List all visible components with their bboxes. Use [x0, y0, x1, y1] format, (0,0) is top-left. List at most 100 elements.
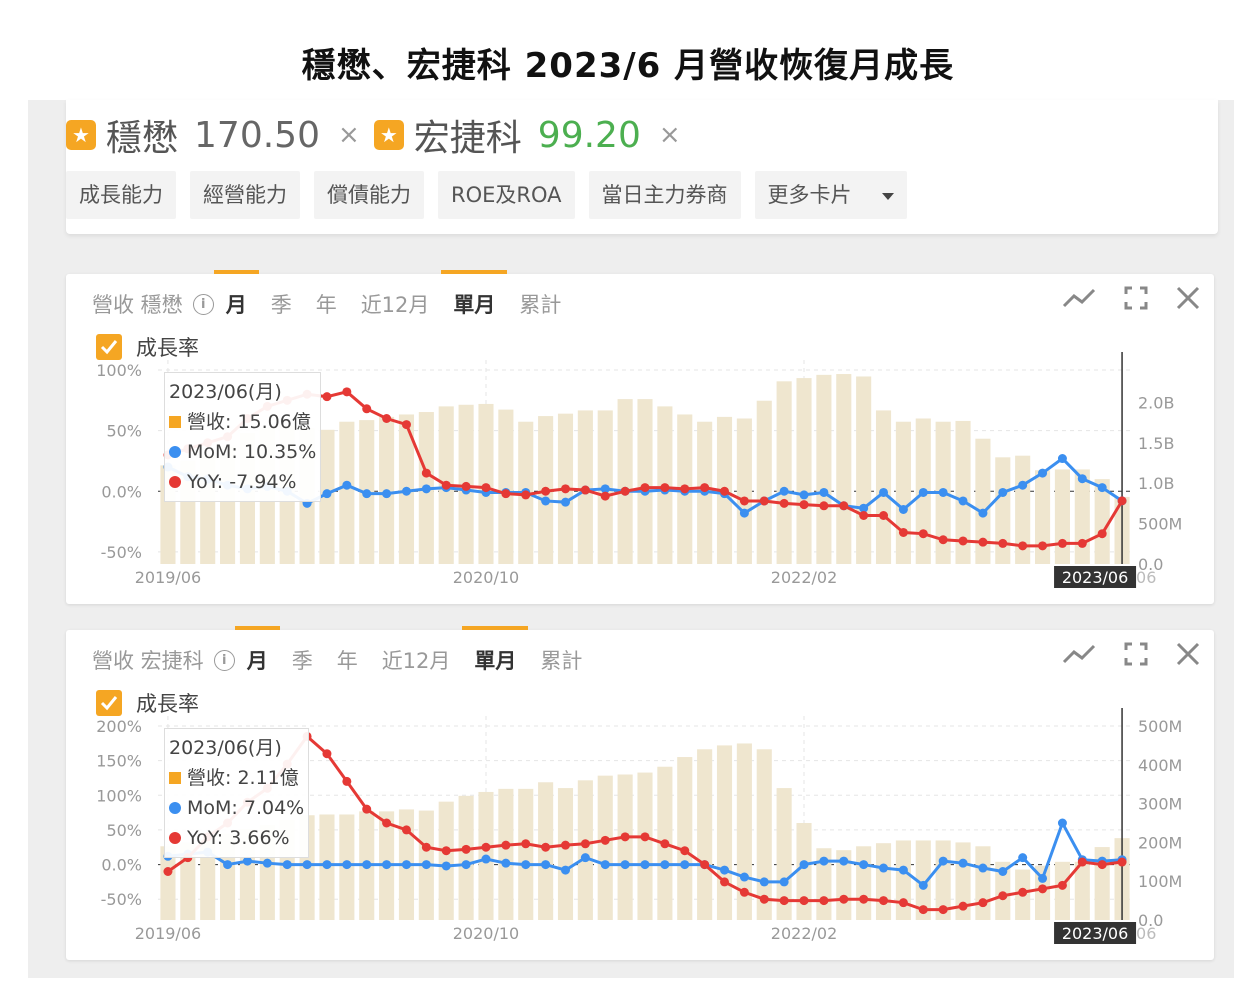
close-icon[interactable]: ×: [337, 120, 360, 150]
yoy-point: [322, 749, 332, 759]
yoy-point: [521, 839, 531, 849]
revenue-bar: [498, 409, 514, 564]
yoy-point: [1077, 538, 1087, 548]
revenue-legend-swatch: [169, 772, 181, 784]
revenue-bar: [995, 861, 1011, 920]
period-cumulative[interactable]: 累計: [540, 649, 583, 673]
card-tabs: 成長能力 經營能力 償債能力 ROE及ROA 當日主力券商 更多卡片: [66, 171, 907, 219]
mom-point: [859, 860, 869, 870]
growth-rate-toggle[interactable]: 成長率: [96, 688, 199, 718]
revenue-bar: [975, 438, 991, 564]
tab-more-cards[interactable]: 更多卡片: [754, 171, 907, 219]
yoy-point: [620, 832, 630, 842]
y-right-tick-label: 0.0: [1138, 555, 1163, 574]
x-tick-label: 06: [1136, 568, 1156, 587]
mom-point: [998, 487, 1008, 497]
period-quarter[interactable]: 季: [270, 293, 292, 317]
star-icon[interactable]: ★: [66, 120, 96, 150]
tooltip-yoy-value: -7.94%: [229, 471, 297, 493]
mom-point: [1038, 468, 1048, 478]
x-tick-label: 2020/10: [453, 568, 519, 587]
mom-point: [342, 480, 352, 490]
revenue-bar: [637, 772, 653, 920]
yoy-point: [898, 898, 908, 908]
period-month[interactable]: 月: [234, 626, 280, 675]
growth-rate-label: 成長率: [136, 336, 199, 360]
yoy-point: [978, 898, 988, 908]
revenue-card-awsc: 營收 宏捷科 i 月 季 年 近12月 單月 累計 成長率 200% 150% 10…: [66, 626, 1214, 960]
fullscreen-icon[interactable]: [1124, 286, 1148, 310]
mom-point: [640, 860, 650, 870]
fullscreen-icon[interactable]: [1124, 642, 1148, 666]
tooltip-date: 2023/06(月): [169, 381, 282, 403]
yoy-point: [481, 842, 491, 852]
period-cumulative[interactable]: 累計: [519, 293, 562, 317]
revenue-bar: [796, 378, 812, 564]
y-left-tick-label: -50%: [101, 543, 142, 562]
yoy-point: [1117, 496, 1127, 506]
period-year[interactable]: 年: [336, 649, 358, 673]
period-last12[interactable]: 近12月: [360, 293, 430, 317]
yoy-point: [660, 839, 670, 849]
mom-point: [600, 860, 610, 870]
stock-price: 99.20: [537, 114, 641, 156]
revenue-bar: [438, 801, 454, 920]
yoy-point: [620, 486, 630, 496]
revenue-bar: [836, 850, 852, 920]
mom-point: [242, 856, 252, 866]
yoy-point: [342, 387, 352, 397]
yoy-point: [739, 887, 749, 897]
period-year[interactable]: 年: [315, 293, 337, 317]
yoy-point: [1057, 880, 1067, 890]
period-single-month[interactable]: 單月: [441, 270, 508, 319]
mom-point: [382, 489, 392, 499]
mom-point: [958, 858, 968, 868]
period-single-month[interactable]: 單月: [462, 626, 529, 675]
mom-point: [938, 856, 948, 866]
revenue-bar: [955, 420, 971, 564]
mom-point: [720, 865, 730, 875]
close-icon[interactable]: [1176, 286, 1200, 310]
tab-solvency[interactable]: 償債能力: [314, 171, 424, 219]
mom-point: [322, 489, 332, 499]
revenue-bar: [160, 846, 176, 920]
period-quarter[interactable]: 季: [291, 649, 313, 673]
mom-point: [302, 860, 312, 870]
period-month[interactable]: 月: [213, 270, 259, 319]
yoy-point: [322, 392, 332, 402]
line-chart-icon[interactable]: [1062, 286, 1096, 310]
y-right-tick-label: 1.0B: [1138, 474, 1174, 493]
stock-row: ★ 穩懋 170.50 × ★ 宏捷科 99.20 ×: [66, 110, 695, 160]
tab-operation[interactable]: 經營能力: [190, 171, 300, 219]
period-last12[interactable]: 近12月: [381, 649, 451, 673]
yoy-point: [1057, 538, 1067, 548]
tab-brokers[interactable]: 當日主力券商: [588, 171, 741, 219]
mom-point: [779, 877, 789, 887]
yoy-point: [839, 501, 849, 511]
line-chart-icon[interactable]: [1062, 642, 1096, 666]
checkbox-icon[interactable]: [96, 690, 122, 716]
info-icon[interactable]: i: [192, 293, 214, 315]
mom-point: [282, 860, 292, 870]
card-title: 營收 穩懋: [92, 293, 183, 317]
card-title: 營收 宏捷科: [92, 649, 204, 673]
yoy-point: [541, 842, 551, 852]
mom-point: [620, 860, 630, 870]
yoy-point: [481, 483, 491, 493]
tab-more-label: 更多卡片: [767, 183, 852, 207]
info-icon[interactable]: i: [213, 649, 235, 671]
yoy-point: [1097, 860, 1107, 870]
card-icons: [1062, 642, 1200, 666]
tab-roe-roa[interactable]: ROE及ROA: [438, 171, 575, 219]
checkbox-icon[interactable]: [96, 334, 122, 360]
tab-growth[interactable]: 成長能力: [66, 171, 176, 219]
revenue-bar: [856, 376, 872, 564]
close-icon[interactable]: ×: [658, 120, 681, 150]
revenue-bar: [1094, 479, 1110, 564]
growth-rate-toggle[interactable]: 成長率: [96, 332, 199, 362]
star-icon[interactable]: ★: [373, 120, 404, 150]
close-icon[interactable]: [1176, 642, 1200, 666]
y-right-tick-label: 300M: [1138, 795, 1182, 814]
yoy-point: [1038, 884, 1048, 894]
yoy-point: [799, 896, 809, 906]
